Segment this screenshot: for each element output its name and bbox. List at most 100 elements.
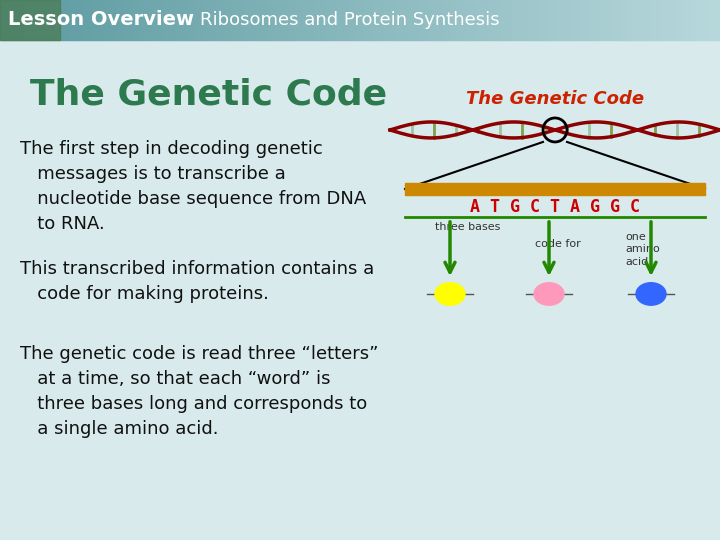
- Bar: [421, 0, 422, 40]
- Bar: [588, 0, 589, 40]
- Bar: [306, 0, 307, 40]
- Bar: [288, 0, 289, 40]
- Bar: [102, 0, 103, 40]
- Bar: [487, 0, 488, 40]
- Bar: [718, 0, 719, 40]
- Bar: [308, 0, 309, 40]
- Bar: [430, 0, 431, 40]
- Bar: [418, 0, 419, 40]
- Bar: [46, 0, 47, 40]
- Bar: [473, 0, 474, 40]
- Bar: [318, 0, 319, 40]
- Bar: [629, 0, 630, 40]
- Bar: [158, 0, 159, 40]
- Bar: [689, 0, 690, 40]
- Bar: [596, 0, 597, 40]
- Bar: [526, 0, 527, 40]
- Bar: [585, 0, 586, 40]
- Bar: [590, 0, 591, 40]
- Bar: [449, 0, 450, 40]
- Bar: [201, 0, 202, 40]
- Bar: [699, 0, 700, 40]
- Bar: [141, 0, 142, 40]
- Ellipse shape: [636, 283, 666, 305]
- Bar: [117, 0, 118, 40]
- Bar: [467, 0, 468, 40]
- Bar: [302, 0, 303, 40]
- Bar: [453, 0, 454, 40]
- Bar: [250, 0, 251, 40]
- Bar: [365, 0, 366, 40]
- Bar: [261, 0, 262, 40]
- Bar: [595, 0, 596, 40]
- Bar: [432, 0, 433, 40]
- Bar: [20, 0, 21, 40]
- Bar: [18, 0, 19, 40]
- Bar: [423, 0, 424, 40]
- Bar: [196, 0, 197, 40]
- Bar: [494, 0, 495, 40]
- Bar: [469, 0, 470, 40]
- Bar: [628, 0, 629, 40]
- Bar: [198, 0, 199, 40]
- Bar: [475, 0, 476, 40]
- Bar: [253, 0, 254, 40]
- Bar: [589, 0, 590, 40]
- Bar: [560, 0, 561, 40]
- Bar: [446, 0, 447, 40]
- Bar: [400, 0, 401, 40]
- Bar: [602, 0, 603, 40]
- Bar: [173, 0, 174, 40]
- Bar: [696, 0, 697, 40]
- Bar: [474, 0, 475, 40]
- Bar: [177, 0, 178, 40]
- Bar: [165, 0, 166, 40]
- Bar: [69, 0, 70, 40]
- Bar: [572, 0, 573, 40]
- Bar: [287, 0, 288, 40]
- Bar: [147, 0, 148, 40]
- Bar: [406, 0, 407, 40]
- Bar: [465, 0, 466, 40]
- Bar: [252, 0, 253, 40]
- Bar: [514, 0, 515, 40]
- Bar: [276, 0, 277, 40]
- Bar: [458, 0, 459, 40]
- Bar: [115, 0, 116, 40]
- Bar: [113, 0, 114, 40]
- Bar: [49, 0, 50, 40]
- Bar: [26, 0, 27, 40]
- Bar: [325, 0, 326, 40]
- Bar: [25, 0, 26, 40]
- Bar: [666, 0, 667, 40]
- Bar: [39, 0, 40, 40]
- Bar: [183, 0, 184, 40]
- Bar: [346, 0, 347, 40]
- Bar: [620, 0, 621, 40]
- Bar: [90, 0, 91, 40]
- Bar: [457, 0, 458, 40]
- Bar: [427, 0, 428, 40]
- Bar: [51, 0, 52, 40]
- Bar: [280, 0, 281, 40]
- Bar: [652, 0, 653, 40]
- Bar: [266, 0, 267, 40]
- Bar: [471, 0, 472, 40]
- Bar: [140, 0, 141, 40]
- Bar: [591, 0, 592, 40]
- Bar: [301, 0, 302, 40]
- Bar: [598, 0, 599, 40]
- Bar: [581, 0, 582, 40]
- Bar: [239, 0, 240, 40]
- Bar: [119, 0, 120, 40]
- Bar: [110, 0, 111, 40]
- Bar: [297, 0, 298, 40]
- Bar: [536, 0, 537, 40]
- Bar: [328, 0, 329, 40]
- Bar: [380, 0, 381, 40]
- Bar: [155, 0, 156, 40]
- Bar: [343, 0, 344, 40]
- Bar: [130, 0, 131, 40]
- Bar: [162, 0, 163, 40]
- Bar: [63, 0, 64, 40]
